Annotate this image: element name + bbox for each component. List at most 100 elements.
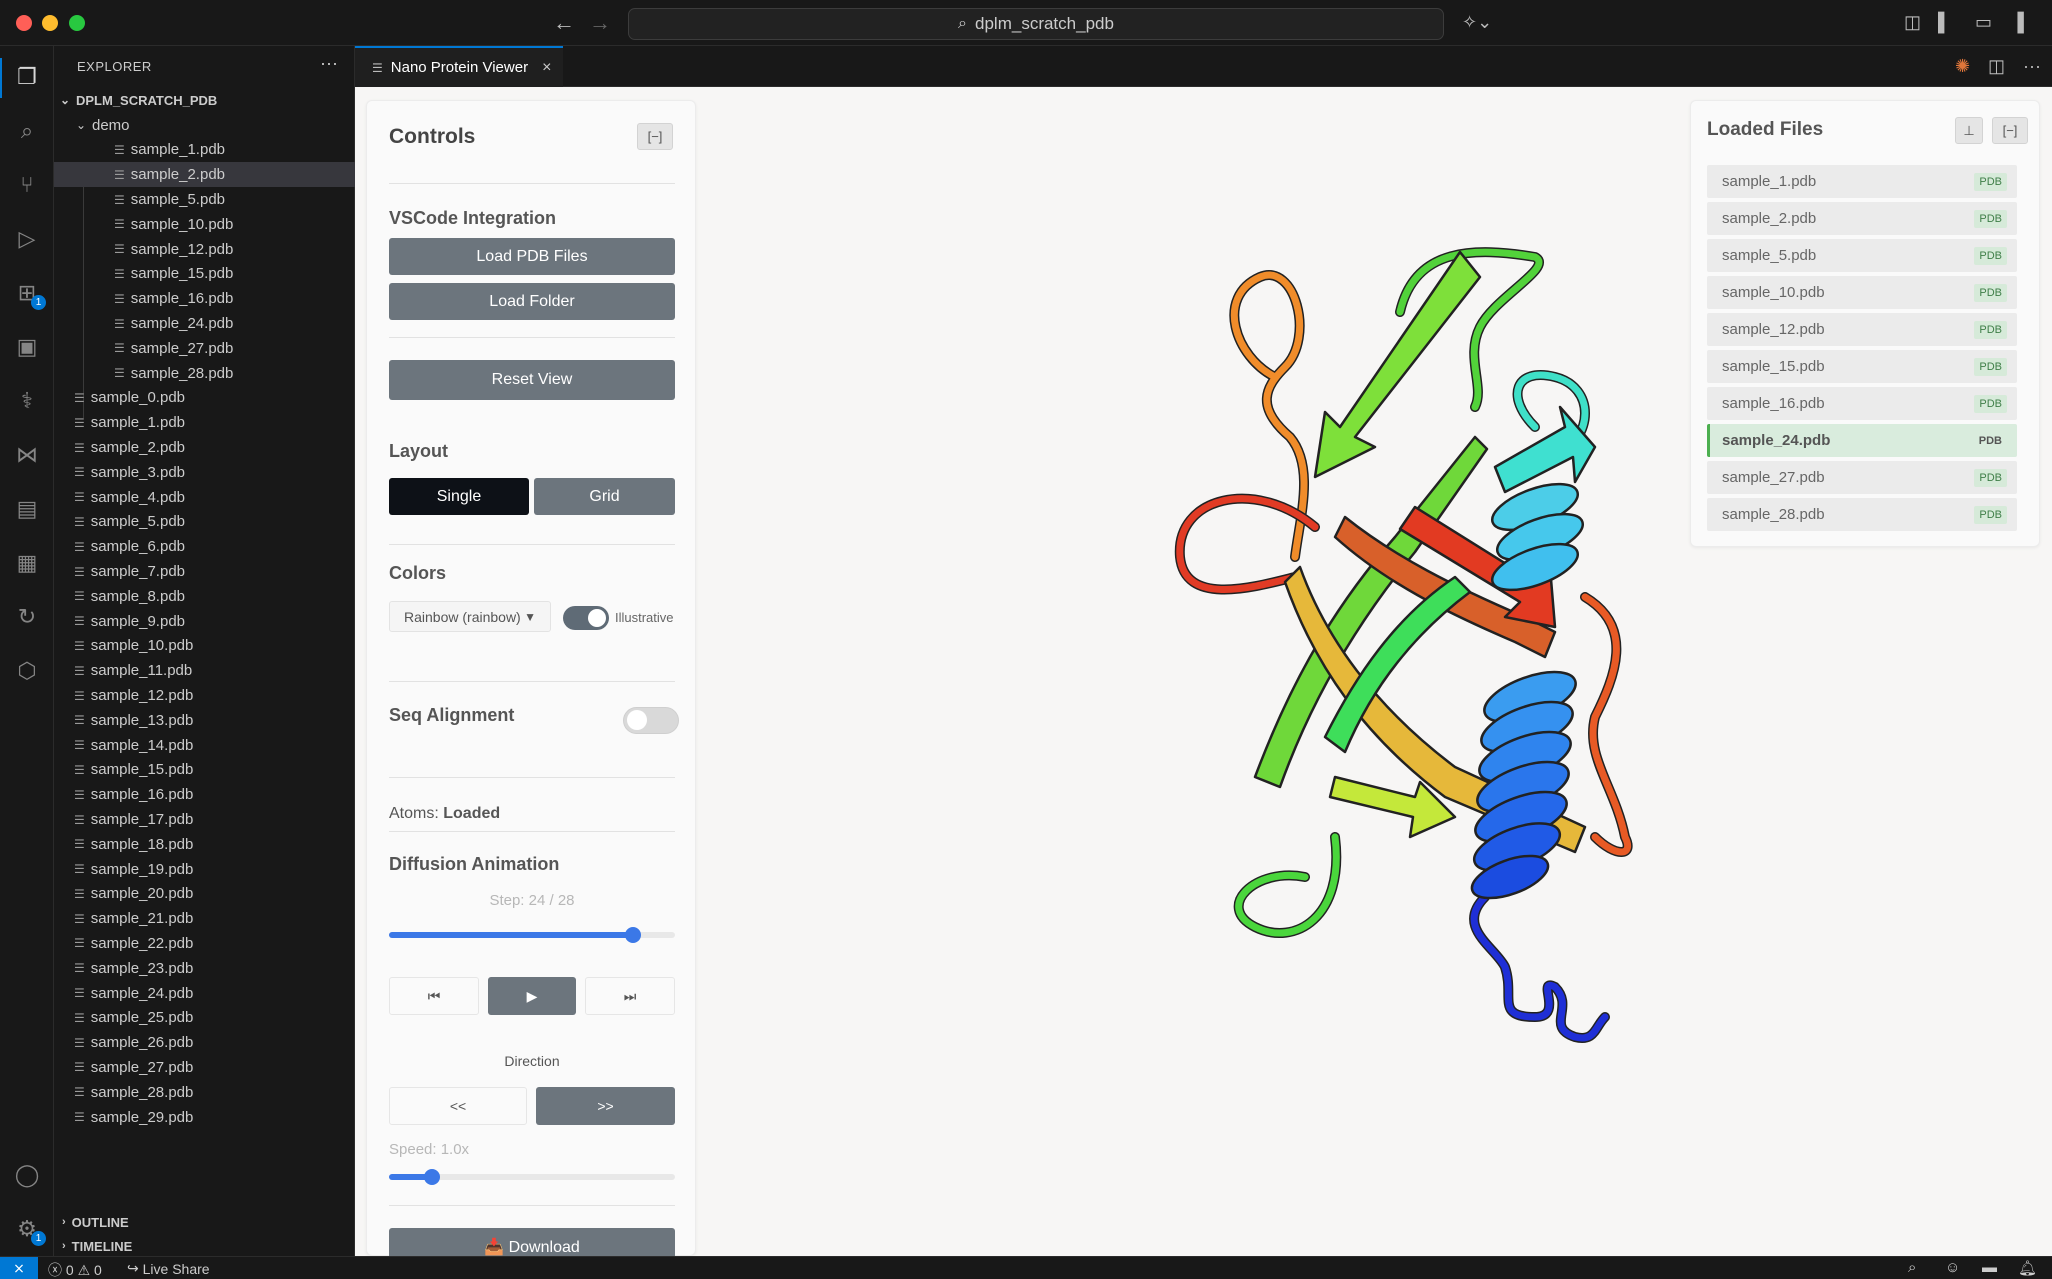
source-control-icon[interactable]: ⑂ xyxy=(20,172,34,197)
docker-icon[interactable]: ▤ xyxy=(16,496,38,521)
file-item[interactable]: ☰ sample_16.pdb xyxy=(54,286,355,311)
color-scheme-select[interactable]: Rainbow (rainbow) ▼ xyxy=(389,601,551,632)
illustrative-toggle[interactable] xyxy=(563,606,609,630)
toggle-primary-sidebar-icon[interactable]: ▌ xyxy=(1938,12,1951,32)
direction-forward-button[interactable]: >> xyxy=(536,1087,675,1125)
load-pdb-files-button[interactable]: Load PDB Files xyxy=(389,238,675,275)
command-center-search[interactable]: ⌕ dplm_scratch_pdb xyxy=(628,8,1444,40)
file-item[interactable]: ☰ sample_20.pdb xyxy=(54,882,355,907)
file-item[interactable]: ☰ sample_1.pdb xyxy=(54,138,355,163)
outline-section[interactable]: › OUTLINE xyxy=(54,1210,355,1234)
extensions-icon[interactable]: ⊞ 1 xyxy=(12,278,46,310)
file-item[interactable]: ☰ sample_15.pdb xyxy=(54,262,355,287)
load-folder-button[interactable]: Load Folder xyxy=(389,283,675,320)
file-item[interactable]: ☰ sample_12.pdb xyxy=(54,683,355,708)
file-item[interactable]: ☰ sample_17.pdb xyxy=(54,807,355,832)
split-editor-icon[interactable]: ◫ xyxy=(1988,56,2006,76)
loaded-file-item[interactable]: sample_28.pdb PDB xyxy=(1707,498,2017,531)
loaded-file-item[interactable]: sample_1.pdb PDB xyxy=(1707,165,2017,198)
arrow-right-icon[interactable]: → xyxy=(589,10,611,35)
file-item[interactable]: ☰ sample_26.pdb xyxy=(54,1030,355,1055)
file-item[interactable]: ☰ sample_29.pdb xyxy=(54,1105,355,1130)
file-item[interactable]: ☰ sample_0.pdb xyxy=(54,386,355,411)
file-item[interactable]: ☰ sample_16.pdb xyxy=(54,782,355,807)
notifications-icon[interactable]: 🔔︎ xyxy=(2018,1260,2038,1277)
file-item[interactable]: ☰ sample_14.pdb xyxy=(54,733,355,758)
minimize-window-button[interactable] xyxy=(42,15,58,31)
protein-structure-canvas[interactable] xyxy=(895,137,1795,1137)
step-slider[interactable] xyxy=(389,927,675,943)
file-item[interactable]: ☰ sample_12.pdb xyxy=(54,237,355,262)
file-item[interactable]: ☰ sample_8.pdb xyxy=(54,584,355,609)
file-item[interactable]: ☰ sample_5.pdb xyxy=(54,510,355,535)
download-all-button[interactable]: ⊥ xyxy=(1955,117,1983,144)
remote-indicator[interactable]: ⨯ xyxy=(0,1257,38,1279)
explorer-icon[interactable]: ❐ xyxy=(17,64,37,89)
first-step-button[interactable]: ⏮ xyxy=(389,977,479,1015)
visual-studio-icon[interactable]: ⋈ xyxy=(16,442,38,467)
file-item[interactable]: ☰ sample_22.pdb xyxy=(54,931,355,956)
file-item[interactable]: ☰ sample_7.pdb xyxy=(54,559,355,584)
containers-icon[interactable]: ⬡ xyxy=(17,658,37,683)
file-item[interactable]: ☰ sample_19.pdb xyxy=(54,857,355,882)
file-item[interactable]: ☰ sample_27.pdb xyxy=(54,336,355,361)
layout-status-icon[interactable]: ▬ xyxy=(1982,1259,1997,1276)
workspace-root[interactable]: ⌄ DPLM_SCRATCH_PDB xyxy=(54,88,355,113)
last-step-button[interactable]: ⏭ xyxy=(585,977,675,1015)
close-icon[interactable]: × xyxy=(542,58,552,76)
remote-explorer-icon[interactable]: ▣ xyxy=(16,334,38,359)
more-actions-icon[interactable]: ··· xyxy=(2023,56,2041,76)
loaded-file-item[interactable]: sample_24.pdb PDB xyxy=(1707,424,2017,457)
file-item[interactable]: ☰ sample_28.pdb xyxy=(54,1080,355,1105)
toggle-panel-icon[interactable]: ▭ xyxy=(1975,12,1993,32)
file-item[interactable]: ☰ sample_13.pdb xyxy=(54,708,355,733)
python-icon[interactable]: ⚕ xyxy=(21,388,33,413)
sparkle-icon[interactable]: ✺ xyxy=(1955,56,1971,76)
file-item[interactable]: ☰ sample_9.pdb xyxy=(54,609,355,634)
file-item[interactable]: ☰ sample_24.pdb xyxy=(54,981,355,1006)
file-item[interactable]: ☰ sample_27.pdb xyxy=(54,1055,355,1080)
direction-backward-button[interactable]: << xyxy=(389,1087,527,1125)
file-item[interactable]: ☰ sample_4.pdb xyxy=(54,485,355,510)
speed-slider-thumb[interactable] xyxy=(423,1169,440,1185)
play-button[interactable]: ▶ xyxy=(488,977,576,1015)
file-item[interactable]: ☰ sample_2.pdb xyxy=(54,435,355,460)
file-item[interactable]: ☰ sample_3.pdb xyxy=(54,460,355,485)
live-share-icon[interactable]: ↻ xyxy=(17,604,37,629)
more-actions-icon[interactable]: ··· xyxy=(320,53,338,73)
run-debug-icon[interactable]: ▷ xyxy=(18,226,36,251)
copilot-status-icon[interactable]: ☺ xyxy=(1945,1259,1961,1276)
file-item[interactable]: ☰ sample_23.pdb xyxy=(54,956,355,981)
file-item[interactable]: ☰ sample_1.pdb xyxy=(54,410,355,435)
copilot-icon[interactable]: ✧⌄ xyxy=(1462,12,1493,32)
file-item[interactable]: ☰ sample_24.pdb xyxy=(54,311,355,336)
loaded-file-item[interactable]: sample_27.pdb PDB xyxy=(1707,461,2017,494)
loaded-file-item[interactable]: sample_2.pdb PDB xyxy=(1707,202,2017,235)
loaded-file-item[interactable]: sample_12.pdb PDB xyxy=(1707,313,2017,346)
file-item[interactable]: ☰ sample_15.pdb xyxy=(54,758,355,783)
step-slider-thumb[interactable] xyxy=(624,927,641,943)
customize-layout-icon[interactable]: ◫ xyxy=(1904,12,1922,32)
live-share-status[interactable]: ↪ Live Share xyxy=(127,1260,210,1277)
problems-indicator[interactable]: ⓧ 0 ⚠ 0 xyxy=(48,1260,102,1279)
arrow-left-icon[interactable]: ← xyxy=(553,10,575,35)
loaded-file-item[interactable]: sample_10.pdb PDB xyxy=(1707,276,2017,309)
file-item[interactable]: ☰ sample_21.pdb xyxy=(54,906,355,931)
loaded-file-item[interactable]: sample_5.pdb PDB xyxy=(1707,239,2017,272)
folder-demo[interactable]: ⌄ demo xyxy=(54,113,355,138)
loaded-file-item[interactable]: sample_16.pdb PDB xyxy=(1707,387,2017,420)
loaded-file-item[interactable]: sample_15.pdb PDB xyxy=(1707,350,2017,383)
file-item[interactable]: ☰ sample_2.pdb xyxy=(54,162,355,188)
project-manager-icon[interactable]: ▦ xyxy=(16,550,38,575)
layout-single-button[interactable]: Single xyxy=(389,478,529,515)
seq-alignment-toggle[interactable] xyxy=(623,707,679,734)
file-item[interactable]: ☰ sample_18.pdb xyxy=(54,832,355,857)
layout-grid-button[interactable]: Grid xyxy=(534,478,675,515)
file-item[interactable]: ☰ sample_10.pdb xyxy=(54,212,355,237)
file-item[interactable]: ☰ sample_6.pdb xyxy=(54,534,355,559)
search-icon[interactable]: ⌕ xyxy=(20,118,34,143)
maximize-window-button[interactable] xyxy=(69,15,85,31)
collapse-controls-button[interactable]: [−] xyxy=(637,123,673,150)
file-item[interactable]: ☰ sample_25.pdb xyxy=(54,1005,355,1030)
file-item[interactable]: ☰ sample_10.pdb xyxy=(54,634,355,659)
